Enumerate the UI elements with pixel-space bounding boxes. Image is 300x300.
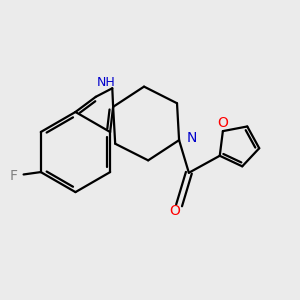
- Text: NH: NH: [97, 76, 116, 89]
- Text: N: N: [186, 131, 197, 145]
- Text: O: O: [218, 116, 228, 130]
- Text: F: F: [10, 169, 18, 183]
- Text: O: O: [169, 204, 180, 218]
